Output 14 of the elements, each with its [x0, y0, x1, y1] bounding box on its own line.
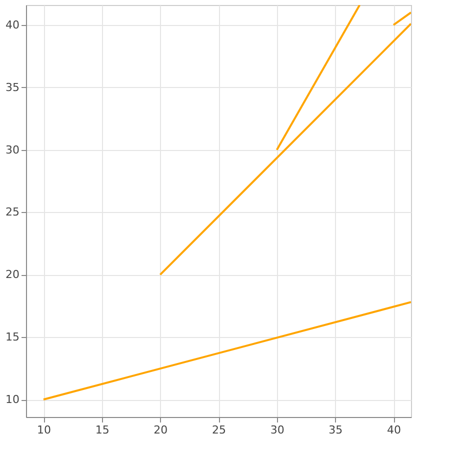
y-tick-label: 25: [6, 206, 20, 219]
x-tick-label: 20: [154, 424, 168, 436]
x-tick-label: 15: [95, 424, 110, 436]
x-tick-label: 30: [270, 424, 284, 436]
y-tick-label: 30: [6, 143, 20, 156]
x-tick-label: 35: [328, 424, 343, 436]
y-tick-label: 35: [6, 80, 20, 94]
x-tick-label: 10: [37, 424, 51, 436]
y-tick-label: 15: [6, 330, 20, 344]
y-tick-label: 10: [6, 393, 20, 406]
x-tick-label: 25: [212, 424, 226, 436]
y-tick-label: 20: [6, 268, 20, 282]
x-tick-label: 40: [387, 424, 401, 436]
y-tick-label: 40: [6, 18, 20, 32]
